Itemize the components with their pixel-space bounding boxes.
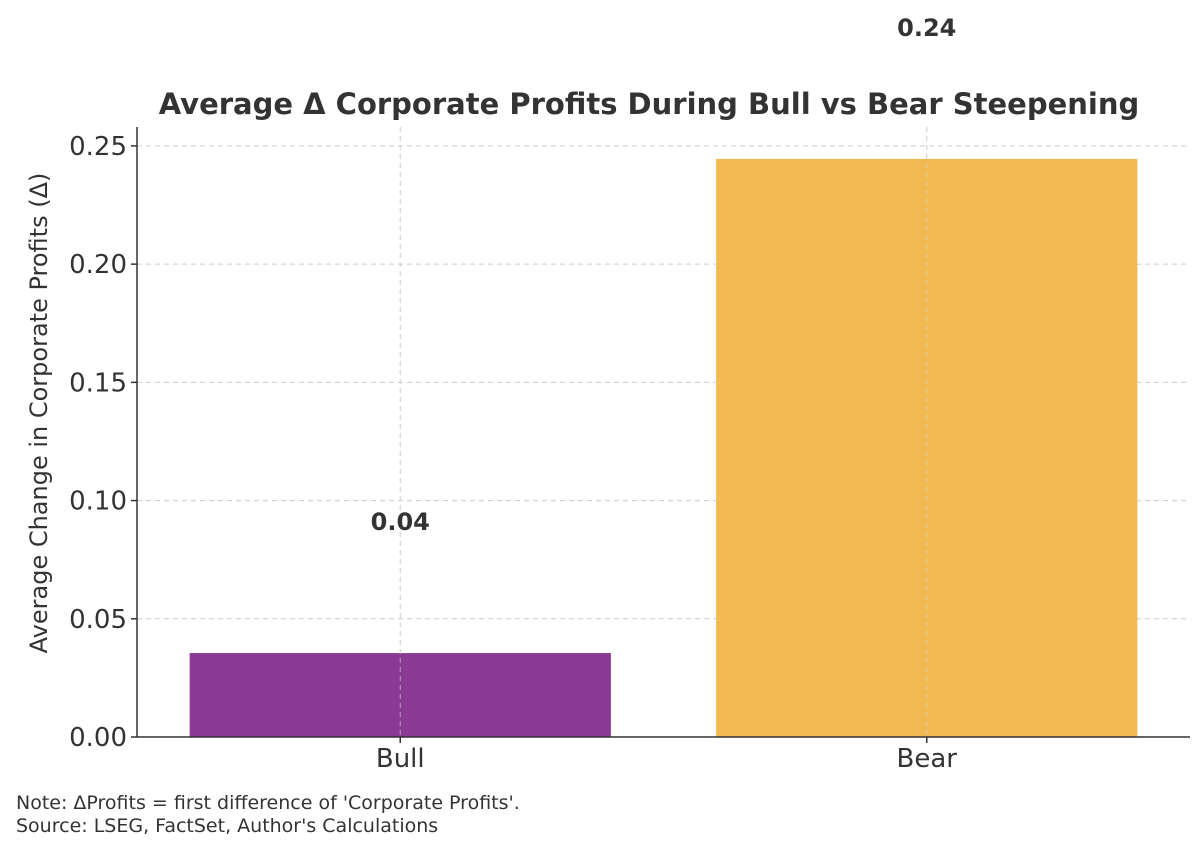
y-tick-label: 0.10 (69, 487, 127, 517)
axes: 0.00 0.05 0.10 0.15 0.20 0.25 Bull Bear (69, 127, 1190, 774)
data-label-bull: 0.04 (371, 508, 430, 536)
y-tick-label: 0.25 (69, 132, 127, 162)
x-tick-label: Bull (376, 744, 425, 774)
y-axis-label: Average Change in Corporate Profits (Δ) (25, 173, 53, 654)
bars (189, 127, 1138, 738)
chart-note: Note: ΔProfits = first difference of 'Co… (16, 792, 520, 814)
y-tick-label: 0.05 (69, 605, 127, 635)
chart-source: Source: LSEG, FactSet, Author's Calculat… (16, 815, 439, 837)
chart-title: Average Δ Corporate Profits During Bull … (159, 87, 1140, 121)
x-tick-label: Bear (897, 744, 958, 774)
data-labels: 0.04 0.24 (371, 14, 957, 536)
data-label-bear: 0.24 (897, 14, 956, 42)
y-tick-label: 0.20 (69, 250, 127, 280)
y-tick-label: 0.15 (69, 368, 127, 398)
y-tick-label: 0.00 (69, 723, 127, 753)
